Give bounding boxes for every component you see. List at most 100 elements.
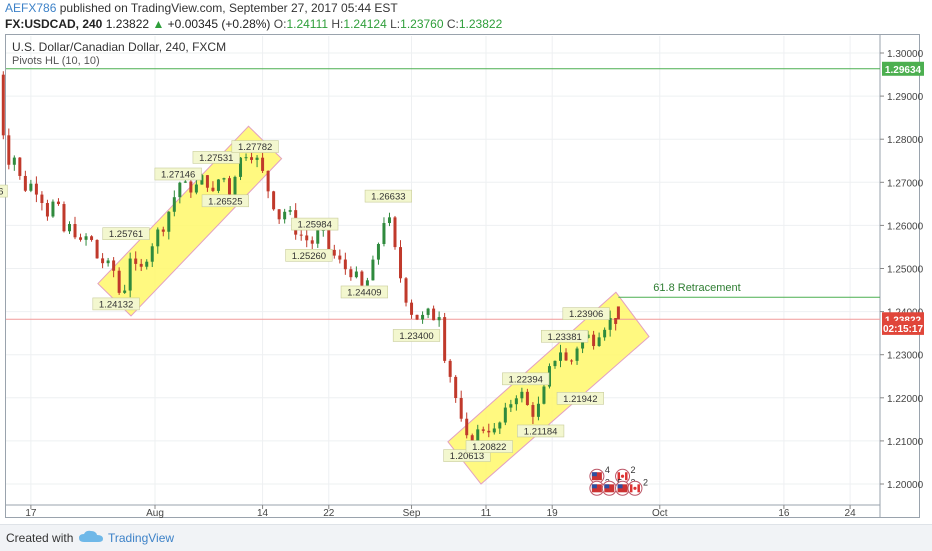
candle-body: [51, 201, 55, 217]
x-tick-label: 16: [778, 508, 790, 519]
candle-body: [112, 260, 116, 271]
close-value: 1.23822: [458, 17, 503, 31]
pivot-box: [340, 285, 388, 299]
pivot-box: [0, 184, 8, 198]
close-label: C:: [446, 17, 459, 31]
candle-body: [570, 360, 574, 362]
candle-body: [498, 422, 502, 429]
candle-body: [299, 234, 303, 236]
pivot-box: [392, 329, 441, 342]
pivot-label: 1.26525: [208, 196, 242, 207]
candle-body: [410, 302, 414, 315]
candle-body: [536, 403, 540, 417]
candle-body: [426, 308, 430, 315]
high-label: H:: [331, 17, 344, 31]
pivot-label: 1.23381: [547, 332, 581, 343]
candle-body: [18, 157, 22, 176]
candle-body: [371, 259, 375, 281]
x-tick-label: 11: [481, 508, 492, 519]
candle-body: [167, 211, 171, 232]
author-link[interactable]: AEFX786: [5, 1, 57, 15]
candle-body: [454, 376, 458, 399]
candle-body: [597, 337, 601, 347]
symbol-label: FX:USDCAD, 240: [5, 17, 103, 31]
symbol-header: FX:USDCAD, 240 1.23822 ▲ +0.00345 (+0.28…: [5, 17, 502, 31]
candle-body: [34, 183, 38, 195]
pivot-box: [192, 151, 240, 164]
y-tick-label: 1.20000: [887, 480, 924, 491]
pivot-box: [517, 424, 565, 438]
candle-body: [614, 318, 618, 324]
candle-body: [514, 398, 518, 405]
candle-body: [233, 176, 237, 195]
pivot-label: 1.24132: [99, 299, 133, 310]
low-value: 1.23760: [400, 17, 444, 31]
candle-body: [503, 407, 507, 423]
candle-body: [194, 184, 198, 193]
ca-flag-leaf: [633, 486, 637, 490]
candle-body: [354, 271, 358, 278]
candle-body: [520, 391, 524, 399]
candle-body: [349, 269, 353, 278]
pivot-box: [541, 329, 589, 343]
candle-body: [145, 261, 149, 267]
x-tick-label: 19: [547, 508, 559, 519]
candle-body: [250, 157, 254, 160]
trend-channel[interactable]: [97, 125, 283, 317]
price-chart[interactable]: 1.200001.210001.220001.230001.240001.250…: [0, 0, 932, 524]
ca-flag-bar: [629, 484, 633, 493]
event-count: 4: [605, 465, 610, 475]
candle-body: [161, 229, 165, 232]
candle-body: [603, 329, 607, 338]
price-flag-label: 1.29634: [885, 65, 922, 76]
ca-flag-bar: [637, 484, 640, 493]
pivot-label: 1.22394: [509, 374, 543, 385]
candle-body: [432, 308, 436, 321]
candle-body: [553, 360, 557, 367]
candle-body: [255, 157, 259, 160]
candle-body: [382, 223, 386, 244]
us-flag-canton: [617, 484, 623, 489]
last-candle-body: [616, 306, 620, 320]
pivot-box: [291, 217, 339, 231]
candle-body: [1, 74, 5, 136]
change-up-icon: ▲: [152, 17, 165, 31]
candle-body: [150, 246, 154, 262]
candle-body: [277, 209, 281, 220]
y-tick-label: 1.26000: [887, 221, 924, 232]
tradingview-brand[interactable]: TradingView: [108, 531, 175, 545]
candle-body: [29, 183, 33, 191]
x-tick-label: Oct: [652, 508, 668, 519]
y-tick-label: 1.21000: [887, 437, 924, 448]
candle-body: [564, 352, 568, 361]
pivot-label: 1.26633: [371, 192, 405, 203]
publish-info: published on TradingView.com, September …: [59, 1, 398, 15]
candle-body: [305, 235, 309, 241]
y-tick-label: 1.25000: [887, 265, 924, 276]
pivot-box: [364, 189, 412, 203]
chart-frame: [5, 34, 920, 518]
candle-body: [7, 135, 11, 165]
candle-body: [559, 352, 563, 361]
candle-body: [509, 404, 513, 408]
candle-body: [73, 224, 77, 238]
indicator-legend[interactable]: Pivots HL (10, 10): [12, 55, 100, 67]
candle-body: [227, 178, 231, 195]
event-count: 2: [631, 465, 636, 475]
open-label: O:: [273, 17, 287, 31]
y-tick-label: 1.28000: [887, 135, 924, 146]
pivot-box: [285, 248, 333, 262]
tradingview-cloud-icon: [78, 530, 104, 549]
candle-body: [343, 259, 347, 270]
candle-body: [399, 247, 403, 279]
candle-body: [272, 191, 276, 210]
candle-body: [581, 337, 585, 349]
x-tick-label: 14: [257, 508, 269, 519]
price-flag[interactable]: [882, 320, 924, 335]
pivot-label: 1.25761: [109, 229, 143, 240]
candle-body: [387, 217, 391, 224]
candle-body: [443, 317, 447, 361]
y-tick-label: 1.30000: [887, 49, 924, 60]
candle-body: [205, 175, 209, 188]
price-flag[interactable]: [882, 61, 924, 76]
